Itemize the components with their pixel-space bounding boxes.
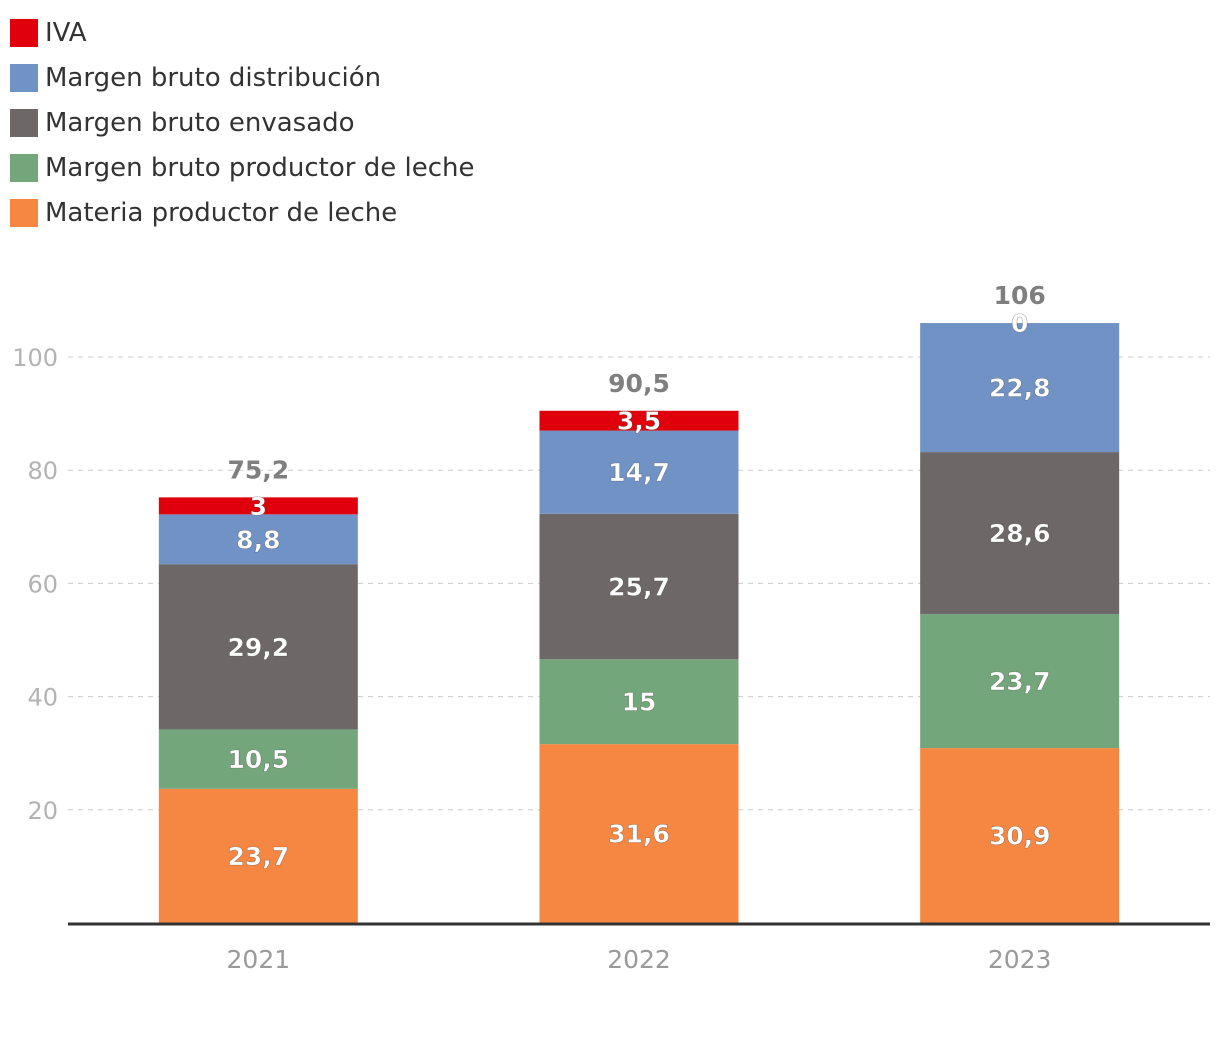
data-label: 22,8 [989, 374, 1051, 403]
data-label: 23,7 [227, 842, 289, 871]
legend-item-margen-bruto-envasado: Margen bruto envasado [10, 100, 475, 145]
bar-segment-iva [539, 410, 739, 431]
data-label: 14,7 [608, 458, 670, 487]
legend-label: Margen bruto envasado [45, 107, 355, 138]
y-tick-label: 60 [27, 570, 58, 598]
data-label: 29,2 [227, 633, 289, 662]
legend-swatch [10, 153, 38, 182]
legend-swatch [10, 108, 38, 137]
x-tick-label: 2023 [988, 945, 1052, 974]
bar-segment-margen-bruto-productor-de-leche [920, 613, 1120, 749]
bar-segment-margen-bruto-distribucion [539, 430, 739, 514]
data-label: 23,7 [989, 667, 1051, 696]
bar-segment-materia-productor-de-leche [920, 748, 1120, 923]
data-label: 31,6 [608, 820, 670, 849]
data-label: 8,8 [236, 525, 280, 554]
legend-item-margen-bruto-distribucion: Margen bruto distribución [10, 55, 475, 100]
data-label: 10,5 [227, 745, 289, 774]
bar-segment-materia-productor-de-leche [158, 788, 358, 923]
legend-swatch [10, 198, 38, 227]
legend-label: Margen bruto distribución [45, 62, 382, 93]
legend-swatch [10, 18, 38, 47]
legend: IVA Margen bruto distribución Margen bruto… [10, 10, 475, 235]
total-label: 75,2 [227, 455, 289, 484]
data-label: 15 [622, 688, 657, 717]
y-tick-label: 40 [27, 684, 58, 712]
bar-segment-margen-bruto-envasado [158, 564, 358, 730]
x-tick-label: 2021 [227, 945, 291, 974]
y-tick-label: 100 [12, 344, 58, 372]
y-tick-label: 20 [27, 797, 58, 825]
data-label: 0 [1011, 309, 1028, 338]
bar-segment-margen-bruto-distribucion [158, 514, 358, 565]
total-label: 90,5 [608, 369, 670, 398]
legend-item-margen-bruto-productor-de-leche: Margen bruto productor de leche [10, 145, 475, 190]
total-label: 106 [994, 281, 1046, 310]
x-tick-label: 2022 [607, 945, 671, 974]
data-label: 3 [250, 492, 267, 521]
legend-label: IVA [45, 17, 87, 48]
bar-segment-margen-bruto-productor-de-leche [158, 729, 358, 789]
legend-swatch [10, 63, 38, 92]
bar-segment-margen-bruto-distribucion [920, 323, 1120, 453]
data-label: 3,5 [617, 407, 661, 436]
legend-item-iva: IVA [10, 10, 475, 55]
data-label: 25,7 [608, 573, 670, 602]
bar-segment-materia-productor-de-leche [539, 744, 739, 923]
legend-item-materia-productor-de-leche: Materia productor de leche [10, 190, 475, 235]
data-label: 30,9 [989, 822, 1051, 851]
bar-segment-margen-bruto-envasado [539, 513, 739, 660]
data-label: 28,6 [989, 519, 1051, 548]
y-tick-label: 80 [27, 457, 58, 485]
bar-segment-iva [158, 497, 358, 515]
legend-label: Margen bruto productor de leche [45, 152, 475, 183]
bar-segment-margen-bruto-productor-de-leche [539, 659, 739, 745]
legend-label: Materia productor de leche [45, 197, 398, 228]
bar-segment-margen-bruto-envasado [920, 452, 1120, 614]
